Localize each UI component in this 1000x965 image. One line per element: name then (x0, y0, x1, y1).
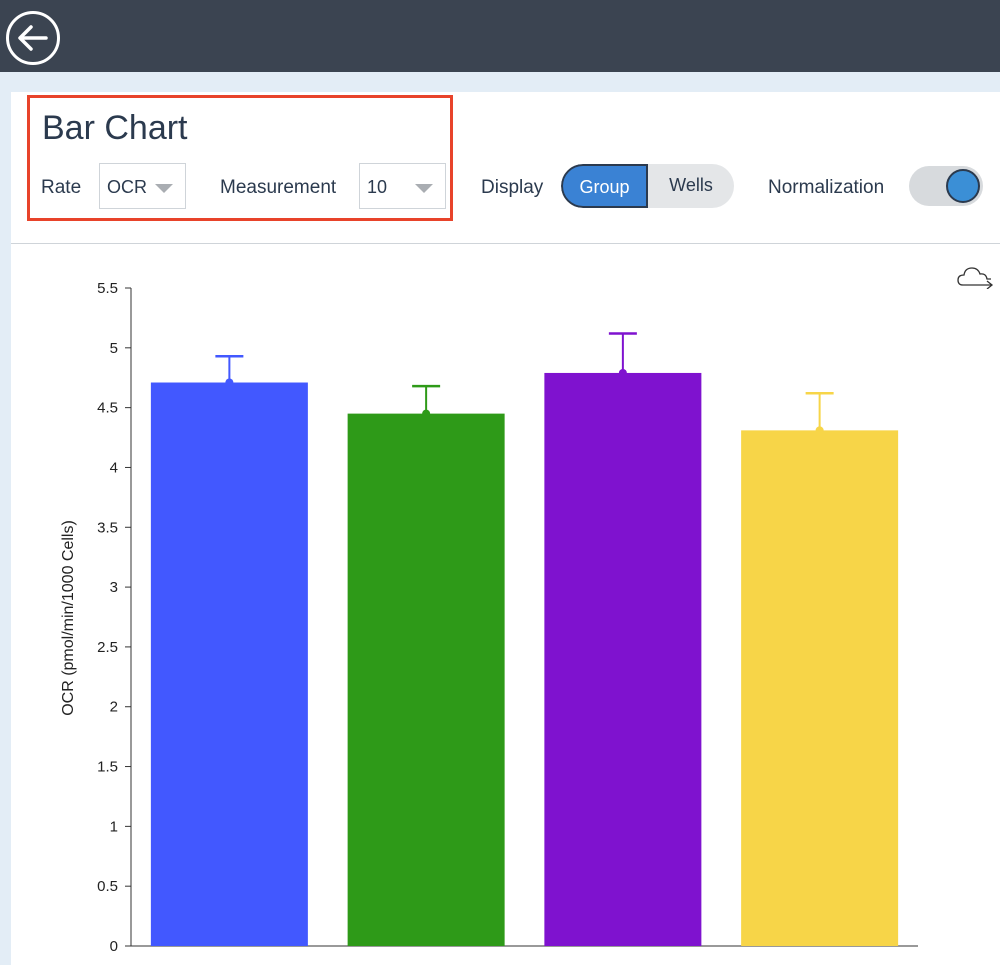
data-point (815, 426, 824, 435)
y-tick-label: 0 (110, 938, 118, 955)
chevron-down-icon (155, 184, 173, 193)
y-tick-label: 3.5 (97, 519, 118, 536)
y-tick-label: 2 (110, 699, 118, 716)
bar (741, 430, 899, 946)
top-bar (0, 0, 1000, 72)
measurement-dropdown[interactable]: 10 (359, 163, 446, 209)
y-axis-label: OCR (pmol/min/1000 Cells) (60, 520, 77, 716)
data-point (422, 409, 431, 418)
arrow-left-circle-icon (18, 25, 48, 51)
switch-knob (946, 169, 980, 203)
y-tick-label: 1.5 (97, 759, 118, 776)
bar (347, 413, 505, 947)
measurement-label: Measurement (220, 177, 337, 198)
display-toggle: Group Wells (561, 164, 734, 208)
y-tick-label: 4.5 (97, 400, 118, 417)
y-tick-label: 3 (110, 579, 118, 596)
y-tick-label: 0.5 (97, 878, 118, 895)
bar (150, 382, 308, 947)
data-point (225, 378, 234, 387)
normalization-switch[interactable] (909, 166, 983, 206)
divider (11, 243, 1000, 244)
rate-dropdown[interactable]: OCR (99, 163, 186, 209)
back-button[interactable] (6, 11, 60, 65)
bar (544, 372, 702, 947)
page-title: Bar Chart (42, 109, 188, 147)
normalization-label: Normalization (768, 177, 885, 198)
rate-value: OCR (107, 177, 147, 197)
display-group-button[interactable]: Group (561, 164, 648, 208)
highlight-box (27, 95, 453, 221)
y-tick-label: 4 (110, 459, 118, 476)
y-tick-label: 1 (110, 818, 118, 835)
y-tick-label: 2.5 (97, 639, 118, 656)
data-point (618, 368, 627, 377)
y-tick-label: 5.5 (97, 280, 118, 297)
rate-label: Rate (41, 177, 82, 198)
display-wells-button[interactable]: Wells (669, 175, 713, 195)
display-label: Display (481, 177, 544, 198)
measurement-value: 10 (367, 177, 388, 197)
cloud-export-icon[interactable] (957, 265, 997, 289)
y-tick-label: 5 (110, 340, 118, 357)
chevron-down-icon (415, 184, 433, 193)
